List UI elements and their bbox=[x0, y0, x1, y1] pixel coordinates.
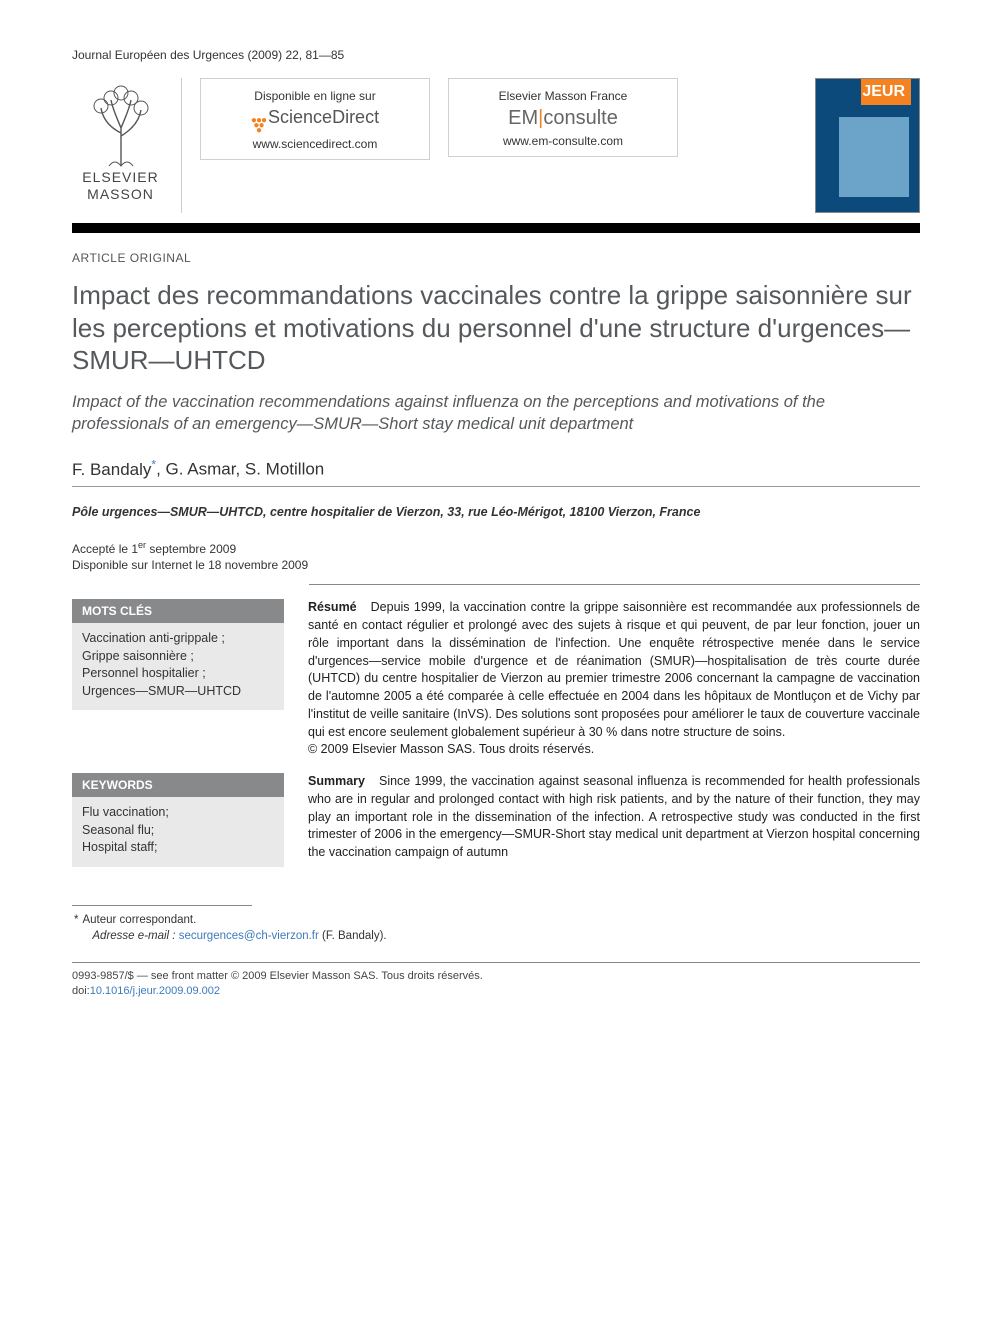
abstract-top-rule bbox=[309, 584, 920, 585]
sciencedirect-portal[interactable]: Disponible en ligne sur ●●●●●● ScienceDi… bbox=[200, 78, 430, 160]
corresponding-email-link[interactable]: securgences@ch-vierzon.fr bbox=[179, 930, 319, 942]
emconsulte-logo: EM|consulte bbox=[508, 107, 618, 130]
summary-row: KEYWORDS Flu vaccination; Seasonal flu; … bbox=[72, 773, 920, 867]
author-list: F. Bandaly*, G. Asmar, S. Motillon bbox=[72, 457, 920, 480]
authors-divider bbox=[72, 486, 920, 487]
date-online: Disponible sur Internet le 18 novembre 2… bbox=[72, 557, 920, 574]
doi-link[interactable]: 10.1016/j.jeur.2009.09.002 bbox=[90, 985, 220, 997]
article-title-en: Impact of the vaccination recommendation… bbox=[72, 391, 920, 436]
author-2: G. Asmar bbox=[166, 460, 236, 479]
footer-copyright: 0993-9857/$ — see front matter © 2009 El… bbox=[72, 969, 920, 1000]
cover-abbrev: JEUR bbox=[862, 83, 905, 101]
consulte-text: consulte bbox=[543, 107, 618, 129]
keywords-en-head: KEYWORDS bbox=[72, 773, 284, 797]
summary-text: SummarySince 1999, the vaccination again… bbox=[308, 773, 920, 862]
keywords-en-body: Flu vaccination; Seasonal flu; Hospital … bbox=[72, 797, 284, 867]
date-accepted: Accepté le 1er septembre 2009 bbox=[72, 539, 920, 558]
sd-brand-text: ScienceDirect bbox=[268, 107, 379, 128]
resume-copyright: © 2009 Elsevier Masson SAS. Tous droits … bbox=[308, 742, 594, 756]
header-bar: ELSEVIER MASSON Disponible en ligne sur … bbox=[72, 78, 920, 213]
header-divider bbox=[72, 223, 920, 233]
resume-row: MOTS CLÉS Vaccination anti-grippale ; Gr… bbox=[72, 599, 920, 759]
summary-lead: Summary bbox=[308, 774, 365, 788]
author-1: F. Bandaly* bbox=[72, 460, 156, 479]
journal-reference: Journal Européen des Urgences (2009) 22,… bbox=[72, 48, 920, 62]
summary-body: Since 1999, the vaccination against seas… bbox=[308, 774, 920, 859]
article-title-fr: Impact des recommandations vaccinales co… bbox=[72, 279, 920, 377]
resume-lead: Résumé bbox=[308, 600, 357, 614]
email-who: (F. Bandaly). bbox=[322, 930, 387, 942]
footer-rule bbox=[72, 962, 920, 963]
publisher-logo: ELSEVIER MASSON bbox=[72, 78, 182, 213]
corresponding-star-icon: * bbox=[151, 457, 156, 471]
em-text: EM bbox=[508, 107, 538, 129]
portal-b-caption: Elsevier Masson France bbox=[499, 89, 628, 103]
portal-a-caption: Disponible en ligne sur bbox=[254, 89, 375, 103]
journal-cover-thumbnail: JEUR bbox=[815, 78, 920, 213]
resume-body: Depuis 1999, la vaccination contre la gr… bbox=[308, 600, 920, 738]
corr-label: Auteur correspondant. bbox=[82, 914, 196, 926]
doi-label: doi: bbox=[72, 985, 90, 997]
article-type: ARTICLE ORIGINAL bbox=[72, 251, 920, 265]
article-dates: Accepté le 1er septembre 2009 Disponible… bbox=[72, 539, 920, 575]
author-3: S. Motillon bbox=[245, 460, 324, 479]
keywords-fr-body: Vaccination anti-grippale ; Grippe saiso… bbox=[72, 623, 284, 710]
publisher-name-1: ELSEVIER bbox=[82, 170, 158, 185]
publisher-name-2: MASSON bbox=[87, 187, 154, 202]
footnote-rule bbox=[72, 905, 252, 906]
keywords-fr-head: MOTS CLÉS bbox=[72, 599, 284, 623]
elsevier-tree-icon bbox=[81, 78, 161, 168]
portal-b-url[interactable]: www.em-consulte.com bbox=[503, 134, 623, 148]
resume-text: RésuméDepuis 1999, la vaccination contre… bbox=[308, 599, 920, 759]
portal-a-url[interactable]: www.sciencedirect.com bbox=[253, 137, 378, 151]
sciencedirect-logo: ●●●●●● ScienceDirect bbox=[251, 107, 379, 133]
issn-line: 0993-9857/$ — see front matter © 2009 El… bbox=[72, 970, 483, 982]
emconsulte-portal[interactable]: Elsevier Masson France EM|consulte www.e… bbox=[448, 78, 678, 157]
email-label: Adresse e-mail : bbox=[92, 930, 175, 942]
keywords-fr-box: MOTS CLÉS Vaccination anti-grippale ; Gr… bbox=[72, 599, 284, 710]
affiliation: Pôle urgences—SMUR—UHTCD, centre hospita… bbox=[72, 505, 920, 519]
corresponding-footnote: *Auteur correspondant. Adresse e-mail : … bbox=[86, 912, 920, 944]
keywords-en-box: KEYWORDS Flu vaccination; Seasonal flu; … bbox=[72, 773, 284, 867]
